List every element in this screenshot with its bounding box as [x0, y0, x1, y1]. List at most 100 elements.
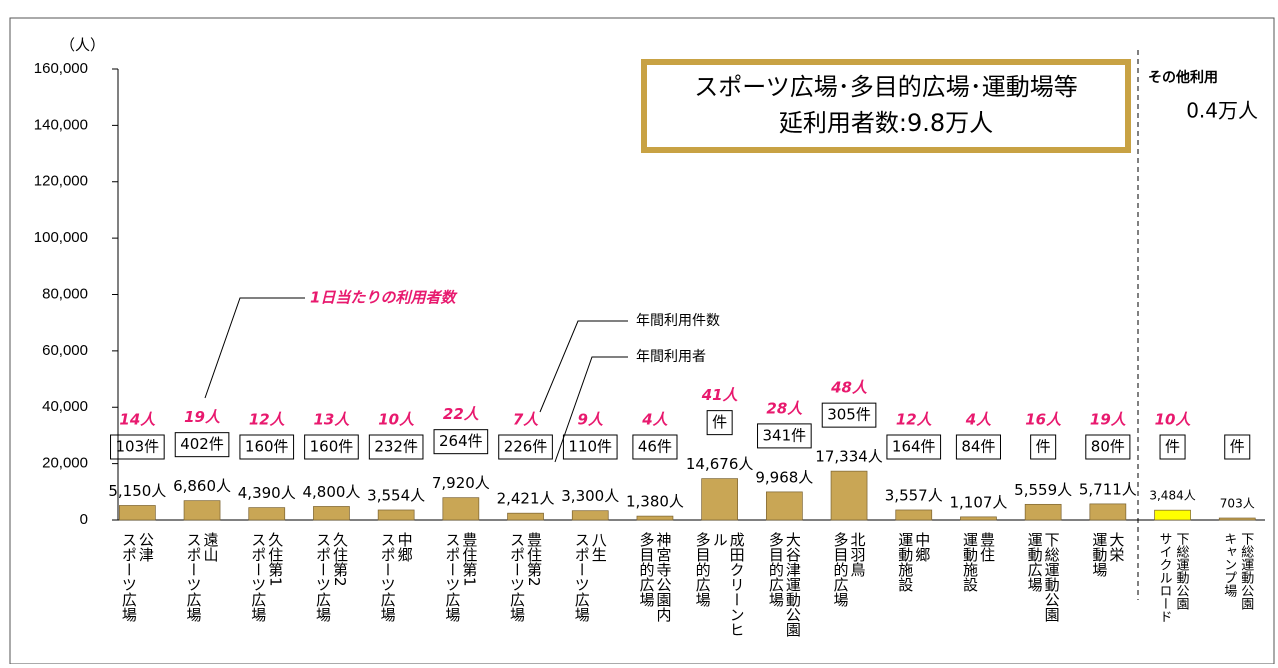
x-tick-label: 豊住	[978, 532, 996, 562]
x-tick-label: 久住第2	[331, 532, 349, 587]
bar	[895, 509, 933, 521]
value-label: 17,334人	[815, 448, 883, 466]
x-tick-label: サイクルロード	[1157, 532, 1172, 623]
x-tick-label: スポーツ広場	[249, 532, 267, 622]
x-tick-label: 運動広場	[1026, 532, 1044, 592]
other-value: 0.4万人	[1186, 99, 1258, 123]
count-box	[955, 434, 1001, 460]
y-tick-label: 0	[80, 511, 88, 528]
summary-box	[641, 59, 1131, 153]
y-tick-label: 60,000	[42, 342, 88, 359]
bar	[1154, 509, 1191, 521]
count-box	[821, 402, 877, 428]
x-tick-label: 多目的広場	[767, 532, 785, 607]
value-label: 7,920人	[432, 474, 490, 492]
x-tick-label: 運動施設	[961, 532, 979, 592]
y-tick-label: 40,000	[42, 398, 88, 415]
count-label: 305件	[827, 406, 871, 424]
bar	[1089, 503, 1127, 521]
count-box	[239, 434, 295, 460]
x-tick-label: スポーツ広場	[314, 532, 332, 622]
x-tick-label: 豊住第1	[460, 532, 478, 587]
value-label: 3,300人	[561, 487, 619, 505]
count-label: 110件	[568, 438, 612, 456]
bar	[1218, 517, 1256, 521]
count-label: 402件	[180, 435, 224, 453]
x-tick-label: スポーツ広場	[573, 532, 591, 622]
x-tick-label: スポーツ広場	[120, 532, 138, 622]
x-tick-label: 下総運動公園	[1238, 532, 1254, 610]
x-tick-label: 多目的広場	[637, 532, 655, 607]
annotation-line	[539, 320, 628, 413]
count-box	[1159, 434, 1186, 460]
value-label: 5,711人	[1079, 480, 1137, 498]
x-tick-label: 中郷	[913, 532, 931, 562]
count-box	[498, 434, 553, 460]
daily-label: 9人	[578, 411, 604, 429]
y-tick-label: 140,000	[34, 116, 88, 133]
count-label: 160件	[245, 438, 289, 456]
count-label: 160件	[310, 438, 354, 456]
daily-label: 16人	[1025, 411, 1062, 429]
value-label: 4,800人	[302, 483, 360, 501]
daily-label: 4人	[641, 411, 668, 429]
count-label: 264件	[439, 432, 483, 450]
count-box	[174, 432, 230, 458]
x-tick-label: スポーツ広場	[379, 532, 397, 622]
x-tick-label: 中郷	[396, 532, 414, 562]
count-label: 件	[1036, 438, 1051, 456]
y-tick-label: 100,000	[34, 229, 88, 246]
count-label: 80件	[1091, 438, 1125, 456]
y-tick-label: 120,000	[34, 173, 88, 190]
summary-line: スポーツ広場･多目的広場･運動場等	[694, 73, 1078, 101]
x-tick-label: 下総運動公園	[1174, 532, 1190, 610]
x-tick-label: 多目的広場	[694, 532, 712, 607]
y-axis-label: （人）	[60, 37, 105, 54]
x-tick-label: 運動場	[1090, 532, 1108, 577]
y-tick-label: 80,000	[42, 285, 88, 302]
bar	[571, 510, 609, 521]
x-tick-label: 成田クリーンヒ	[728, 532, 746, 637]
x-tick-label: 大谷津運動公園	[784, 532, 802, 637]
value-label: 9,968人	[755, 468, 813, 486]
value-label: 14,676人	[686, 455, 754, 473]
x-tick-label: ル	[711, 532, 729, 547]
value-label: 1,107人	[949, 493, 1007, 511]
x-tick-label: 大栄	[1107, 532, 1125, 562]
summary-line: 延利用者数:9.8万人	[779, 109, 993, 137]
daily-label: 4人	[965, 411, 992, 429]
count-label: 件	[712, 413, 727, 431]
x-tick-label: 運動施設	[896, 532, 914, 592]
count-box	[632, 434, 678, 460]
count-label: 件	[1165, 438, 1180, 456]
x-tick-label: 神宮寺公園内	[654, 532, 672, 623]
bar	[248, 507, 286, 521]
annotation: 年間利用件数	[636, 313, 720, 329]
count-box	[1085, 434, 1131, 460]
x-tick-label: 下総運動公園	[1043, 532, 1061, 622]
x-tick-label: スポーツ広場	[508, 532, 526, 622]
count-label: 46件	[638, 438, 672, 456]
daily-label: 41人	[701, 386, 739, 404]
bar	[960, 516, 997, 521]
daily-label: 48人	[830, 379, 868, 397]
bar	[313, 506, 350, 521]
count-box	[757, 423, 812, 449]
count-label: 件	[1230, 438, 1245, 456]
bar	[765, 491, 803, 521]
bar	[1024, 503, 1062, 521]
daily-label: 19人	[1090, 411, 1127, 429]
daily-label: 7人	[513, 411, 539, 429]
x-tick-label: スポーツ広場	[185, 532, 203, 622]
other-label: その他利用	[1148, 69, 1218, 86]
value-label: 5,150人	[108, 482, 166, 500]
value-label: 1,380人	[626, 493, 684, 511]
y-tick-label: 160,000	[34, 60, 88, 77]
count-box	[304, 434, 359, 460]
value-label: 3,484人	[1149, 489, 1195, 503]
x-tick-label: 北羽鳥	[849, 532, 867, 577]
daily-label: 12人	[249, 411, 286, 429]
bar	[377, 509, 415, 521]
annotation-line	[554, 356, 628, 463]
